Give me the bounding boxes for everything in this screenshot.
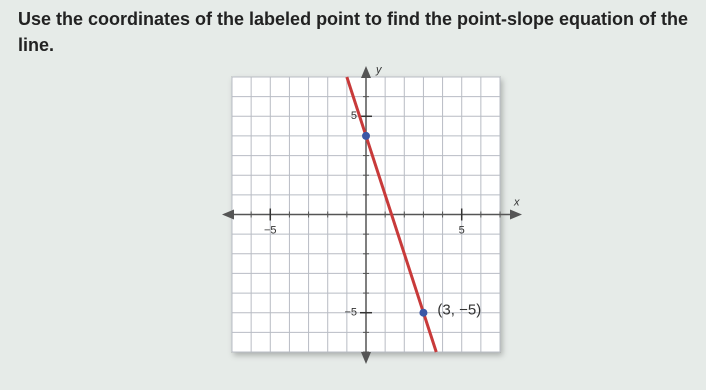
x-tick-label: −5 — [264, 224, 277, 236]
x-tick-label: 5 — [459, 224, 465, 236]
point-label: (3, −5) — [437, 302, 481, 319]
x-arrow — [222, 209, 234, 220]
point — [362, 131, 370, 140]
point — [419, 308, 428, 317]
y-axis-label: y — [375, 64, 383, 76]
y-arrow — [361, 352, 371, 364]
y-arrow — [361, 66, 371, 78]
x-axis-label: x — [513, 196, 520, 208]
x-arrow — [510, 209, 522, 220]
y-tick-label: 5 — [351, 110, 357, 122]
y-tick-label: −5 — [344, 307, 357, 319]
question: Use the coordinates of the labeled point… — [18, 9, 688, 55]
line — [345, 76, 438, 353]
